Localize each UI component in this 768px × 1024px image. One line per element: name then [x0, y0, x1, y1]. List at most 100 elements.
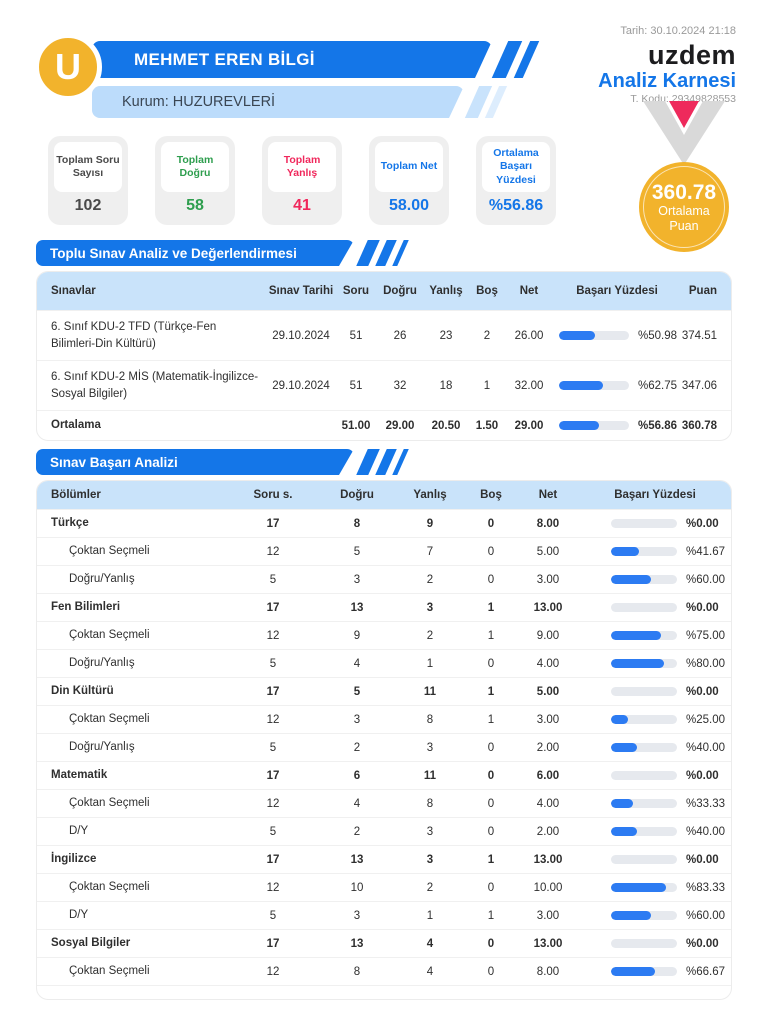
- cell-yanlis: 9: [426, 517, 434, 530]
- success-percentage: %62.75: [638, 379, 678, 392]
- cell-soru: 51: [349, 379, 363, 392]
- cell-dogru: 5: [353, 685, 361, 698]
- cell-section-name: Çoktan Seçmeli: [69, 797, 150, 810]
- success-bar-cell: %40.00: [579, 742, 731, 754]
- cell-bos: 1: [487, 685, 495, 698]
- brand-name: uzdem: [647, 40, 736, 71]
- cell-soru: 5: [269, 741, 277, 754]
- col-sinav-tarihi: Sınav Tarihi: [268, 285, 334, 297]
- success-bar-track: [611, 687, 677, 696]
- success-bar-track: [611, 659, 677, 668]
- success-percentage: %0.00: [686, 937, 719, 950]
- success-bar-track: [611, 827, 677, 836]
- cell-dogru: 9: [353, 629, 361, 642]
- institution-bar: Kurum: HUZUREVLERİ: [92, 86, 464, 118]
- success-percentage: %60.00: [686, 909, 726, 922]
- cell-exam-name: 6. Sınıf KDU-2 MİS (Matematik-İngilizce-…: [51, 370, 259, 400]
- cell-section-name: Doğru/Yanlış: [69, 573, 135, 586]
- cell-yanlis: 18: [439, 379, 453, 392]
- success-bar-cell: %25.00: [579, 714, 731, 726]
- col-puan: Puan: [688, 285, 717, 297]
- success-bar-cell: %0.00: [579, 518, 731, 530]
- section-row: Türkçe 17 8 9 0 8.00 %0.00: [37, 509, 731, 537]
- cell-yanlis: 20.50: [431, 419, 461, 432]
- cell-dogru: 2: [353, 825, 361, 838]
- summary-card: Ortalama Başarı Yüzdesi %56.86: [476, 136, 556, 225]
- cell-bos: 0: [487, 769, 495, 782]
- cell-yanlis: 1: [426, 657, 434, 670]
- cell-section-name: Çoktan Seçmeli: [69, 965, 150, 978]
- section-row: Çoktan Seçmeli 12 3 8 1 3.00 %25.00: [37, 705, 731, 733]
- success-percentage: %0.00: [686, 601, 719, 614]
- student-name-bar: MEHMET EREN BİLGİ: [92, 41, 492, 78]
- exam-summary-table: Sınavlar Sınav Tarihi Soru Doğru Yanlış …: [36, 271, 732, 441]
- success-bar-fill: [611, 911, 651, 920]
- success-bar-track: [611, 883, 677, 892]
- col-dogru: Doğru: [383, 285, 417, 297]
- success-percentage: %0.00: [686, 853, 719, 866]
- success-analysis-table-body: Türkçe 17 8 9 0 8.00 %0.00 Çoktan Seçmeli 12 5 7 0 5…: [37, 509, 731, 985]
- section-row: D/Y 5 3 1 1 3.00 %60.00: [37, 901, 731, 929]
- cell-soru: 5: [269, 657, 277, 670]
- report-date: Tarih: 30.10.2024 21:18: [620, 25, 736, 37]
- cell-net: 2.00: [536, 825, 560, 838]
- cell-yanlis: 8: [426, 713, 434, 726]
- success-analysis-table: Bölümler Soru s. Doğru Yanlış Boş Net Ba…: [36, 480, 732, 1000]
- cell-yanlis: 2: [426, 881, 434, 894]
- success-analysis-table-header: Bölümler Soru s. Doğru Yanlış Boş Net Ba…: [37, 481, 731, 509]
- section-row: D/Y 5 2 3 0 2.00 %40.00: [37, 817, 731, 845]
- success-bar-fill: [559, 331, 595, 340]
- brand-logo-icon: U: [34, 33, 102, 101]
- exam-summary-table-body: 6. Sınıf KDU-2 TFD (Türkçe-Fen Bilimleri…: [37, 310, 731, 440]
- col-soru: Soru: [342, 285, 370, 297]
- cell-bos: 0: [487, 545, 495, 558]
- summary-card-value: 102: [74, 196, 102, 214]
- cell-exam-name: Ortalama: [51, 419, 101, 432]
- cell-yanlis: 1: [426, 909, 434, 922]
- success-bar-cell: %66.67: [579, 966, 731, 978]
- cell-net: 32.00: [514, 379, 544, 392]
- section-row: İngilizce 17 13 3 1 13.00 %0.00: [37, 845, 731, 873]
- report-content: Toplu Sınav Analiz ve Değerlendirmesi Sı…: [36, 240, 732, 1000]
- cell-dogru: 13: [350, 937, 364, 950]
- cell-net: 13.00: [533, 853, 563, 866]
- success-bar-cell: %0.00: [579, 686, 731, 698]
- success-bar-fill: [611, 967, 655, 976]
- cell-dogru: 32: [393, 379, 407, 392]
- cell-dogru: 6: [353, 769, 361, 782]
- cell-dogru: 10: [350, 881, 364, 894]
- cell-soru: 51.00: [341, 419, 371, 432]
- success-percentage: %75.00: [686, 629, 726, 642]
- col-sinavlar: Sınavlar: [51, 284, 96, 297]
- cell-net: 10.00: [533, 881, 563, 894]
- cell-section-name: Çoktan Seçmeli: [69, 881, 150, 894]
- col-bolumler: Bölümler: [51, 488, 101, 501]
- cell-section-name: Doğru/Yanlış: [69, 657, 135, 670]
- cell-net: 5.00: [536, 545, 560, 558]
- cell-net: 3.00: [536, 909, 560, 922]
- cell-soru: 17: [266, 601, 280, 614]
- cell-soru: 12: [266, 881, 280, 894]
- success-bar-track: [611, 631, 677, 640]
- cell-yanlis: 11: [423, 769, 437, 782]
- average-score-label: Ortalama Puan: [658, 204, 709, 233]
- cell-exam-name: 6. Sınıf KDU-2 TFD (Türkçe-Fen Bilimleri…: [51, 320, 217, 350]
- success-bar-track: [611, 939, 677, 948]
- cell-dogru: 29.00: [385, 419, 415, 432]
- cell-yanlis: 3: [426, 853, 434, 866]
- section-row: Doğru/Yanlış 5 2 3 0 2.00 %40.00: [37, 733, 731, 761]
- cell-dogru: 3: [353, 713, 361, 726]
- success-bar-fill: [611, 631, 661, 640]
- cell-bos: 1.50: [475, 419, 499, 432]
- success-bar-cell: %0.00: [579, 854, 731, 866]
- section-row: Fen Bilimleri 17 13 3 1 13.00 %0.00: [37, 593, 731, 621]
- section-row: Doğru/Yanlış 5 4 1 0 4.00 %80.00: [37, 649, 731, 677]
- cell-bos: 1: [487, 909, 495, 922]
- table-row-cutoff: [37, 985, 731, 999]
- cell-puan: 360.78: [681, 419, 717, 432]
- cell-net: 3.00: [536, 713, 560, 726]
- cell-net: 4.00: [536, 797, 560, 810]
- cell-section-name: Çoktan Seçmeli: [69, 713, 150, 726]
- cell-yanlis: 2: [426, 629, 434, 642]
- cell-section-name: D/Y: [69, 825, 89, 838]
